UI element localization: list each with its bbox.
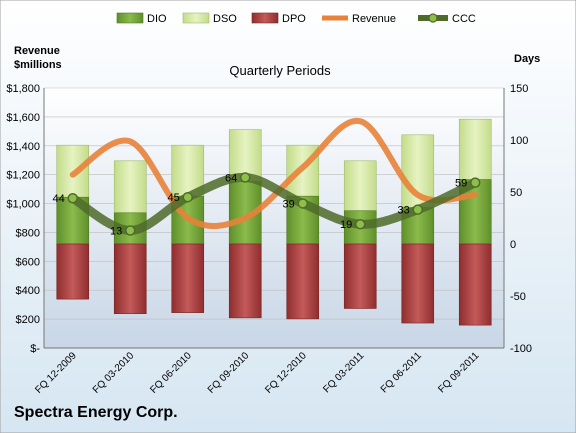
bar-dpo [343,243,377,309]
ccc-data-label: 64 [225,172,237,184]
legend-label: DPO [282,13,306,25]
legend-label: DIO [147,13,167,25]
ccc-point [240,172,251,183]
y-left-tick-label: $- [30,343,40,355]
bar-dpo [228,243,262,319]
company-name: Spectra Energy Corp. [14,404,178,421]
legend-label: DSO [213,13,237,25]
legend: DIO DSO DPO Revenue CCC [116,12,476,25]
y-right-tick-label: 100 [510,135,528,147]
y-right-tick-label: 150 [510,83,528,95]
ccc-point [412,204,423,215]
y-left-label-line2: $millions [14,59,62,71]
y-right-tick-label: -100 [510,343,532,355]
y-left-tick-label: $1,400 [6,141,40,153]
lines-layer: 44 13 45 64 39 19 33 59 [53,117,481,237]
y-left-tick-label: $600 [16,256,40,268]
ccc-point [125,225,136,236]
bar-dpo [56,243,90,300]
plot-area [44,88,504,348]
ccc-data-label: 33 [398,205,410,217]
ccc-point [355,218,366,230]
y-right-tick-label: -50 [510,291,526,303]
bar-dpo [113,243,147,314]
legend-swatch-dpo [251,12,279,24]
legend-swatch-dso [182,12,210,24]
y-left-tick-label: $1,800 [6,83,40,95]
ccc-data-label: 13 [110,225,122,237]
ccc-point [297,198,308,209]
ccc-data-label: 19 [340,219,352,231]
ccc-data-label: 39 [283,198,295,210]
y-right-label: Days [514,53,540,65]
y-left-tick-label: $200 [16,314,40,326]
ccc-point [470,177,481,188]
legend-swatch-dio [116,12,144,24]
bar-dpo [171,243,205,313]
y-left-tick-label: $800 [16,227,40,239]
ccc-point [182,191,193,203]
ccc-point [67,192,78,204]
y-left-tick-label: $1,600 [6,112,40,124]
chart-title: Quarterly Periods [229,63,331,78]
y-left-tick-label: $1,200 [6,170,40,182]
bar-dpo [458,243,492,326]
y-right-tick-label: 0 [510,239,516,251]
y-right-tick-label: 50 [510,187,522,199]
legend-label: Revenue [352,13,396,25]
y-left-label-line1: Revenue [14,45,60,57]
legend-swatch-ccc-marker [428,13,438,23]
y-left-tick-label: $400 [16,285,40,297]
legend-label: CCC [452,13,476,25]
bar-dpo [401,243,435,324]
ccc-data-label: 59 [455,178,467,190]
bar-dpo [286,243,320,320]
ccc-data-label: 44 [53,193,65,205]
ccc-data-label: 45 [168,192,180,204]
y-left-tick-label: $1,000 [6,199,40,211]
